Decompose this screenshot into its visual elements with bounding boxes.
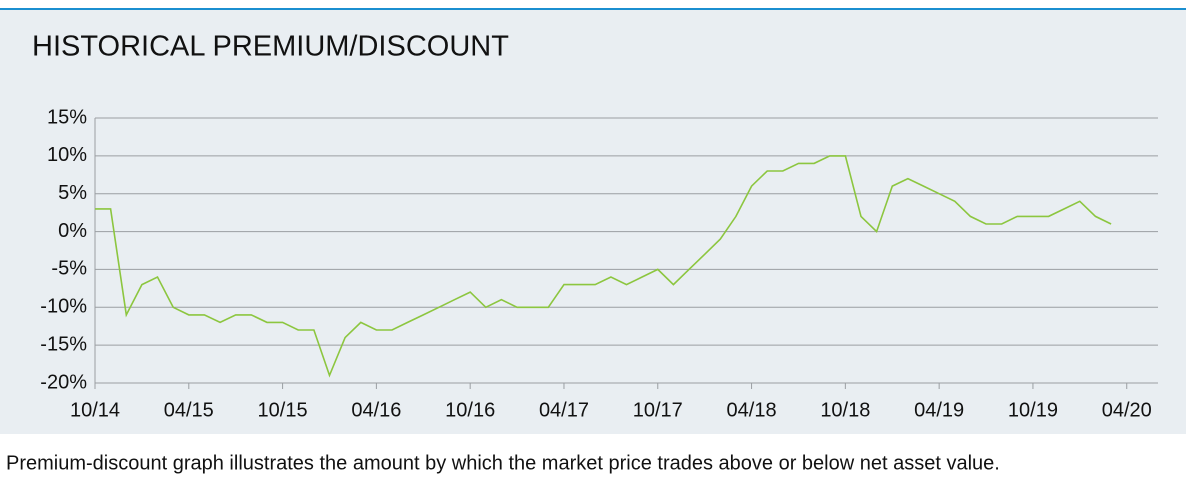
top-rule	[0, 8, 1186, 10]
panel	[0, 9, 1186, 434]
y-tick-label: -20%	[40, 371, 87, 393]
x-tick-label: 04/15	[164, 399, 214, 421]
y-tick-label: 10%	[47, 144, 87, 166]
x-tick-label: 10/19	[1008, 399, 1058, 421]
y-tick-label: -5%	[51, 258, 87, 280]
x-tick-label: 10/16	[445, 399, 495, 421]
caption: Premium-discount graph illustrates the a…	[6, 452, 1000, 474]
x-tick-label: 10/17	[633, 399, 683, 421]
x-tick-label: 10/15	[258, 399, 308, 421]
x-tick-label: 04/20	[1102, 399, 1152, 421]
y-tick-label: -10%	[40, 296, 87, 318]
x-tick-label: 04/18	[727, 399, 777, 421]
data-line	[95, 155, 1112, 378]
x-tick-label: 04/16	[351, 399, 401, 421]
x-tick-label: 10/14	[70, 399, 120, 421]
x-tick-label: 04/19	[914, 399, 964, 421]
y-tick-label: -15%	[40, 333, 87, 355]
chart-title: HISTORICAL PREMIUM/DISCOUNT	[32, 31, 509, 63]
x-tick-label: 10/18	[820, 399, 870, 421]
y-tick-label: 0%	[58, 220, 87, 242]
y-tick-label: 5%	[58, 182, 87, 204]
y-tick-label: 15%	[47, 106, 87, 128]
x-tick-label: 04/17	[539, 399, 589, 421]
